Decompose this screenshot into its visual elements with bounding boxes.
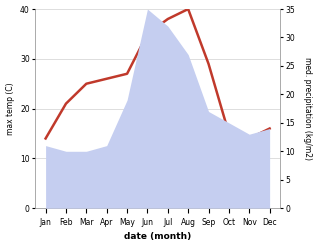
Y-axis label: max temp (C): max temp (C)	[5, 82, 15, 135]
Y-axis label: med. precipitation (kg/m2): med. precipitation (kg/m2)	[303, 57, 313, 160]
X-axis label: date (month): date (month)	[124, 232, 191, 242]
